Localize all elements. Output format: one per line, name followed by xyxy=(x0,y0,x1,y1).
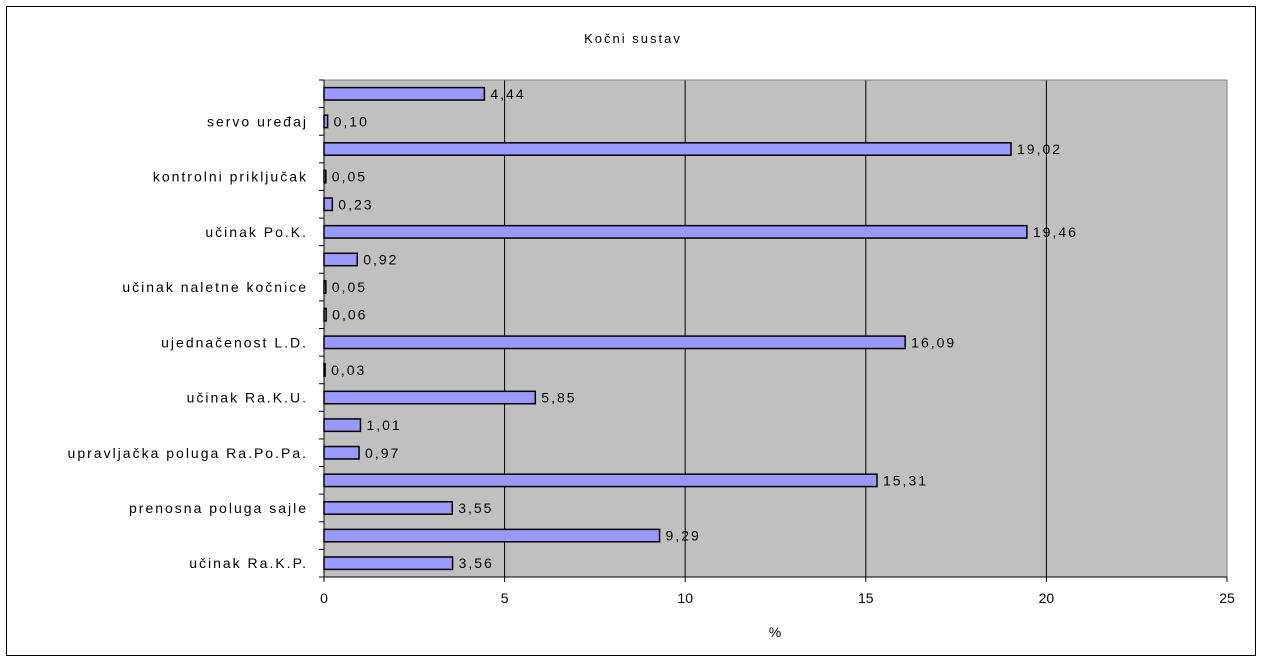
data-label: 15,31 xyxy=(883,472,928,488)
bar xyxy=(323,418,362,433)
category-label: učinak Ra.K.P. xyxy=(189,555,308,571)
bar xyxy=(323,390,537,405)
bar xyxy=(323,114,329,129)
category-label: učinak Po.K. xyxy=(205,224,308,240)
data-label: 0,06 xyxy=(332,307,367,323)
data-label: 19,02 xyxy=(1017,141,1062,157)
bar xyxy=(323,335,906,350)
data-label: 0,92 xyxy=(363,251,398,267)
bar xyxy=(323,556,454,571)
data-label: 4,44 xyxy=(490,86,525,102)
data-label: 3,55 xyxy=(458,500,493,516)
x-tick-label: 0 xyxy=(320,590,328,606)
x-tick-label: 20 xyxy=(1039,590,1055,606)
data-label: 0,97 xyxy=(365,445,400,461)
bar xyxy=(323,445,360,460)
x-tick-label: 10 xyxy=(677,590,693,606)
data-label: 0,03 xyxy=(331,362,366,378)
plot-area xyxy=(324,80,1227,577)
x-tick-label: 15 xyxy=(858,590,874,606)
chart-title: Kočni sustav xyxy=(584,31,682,46)
bar xyxy=(323,473,878,488)
x-tick-label: 5 xyxy=(501,590,509,606)
data-label: 3,56 xyxy=(459,555,494,571)
category-label: prenosna poluga sajle xyxy=(129,500,308,516)
bar xyxy=(323,197,334,212)
data-label: 5,85 xyxy=(541,390,576,406)
bars xyxy=(323,86,1028,571)
category-label: kontrolni priključak xyxy=(153,169,308,185)
bar xyxy=(323,501,453,515)
x-axis-title: % xyxy=(769,624,781,640)
x-tick-label: 25 xyxy=(1219,590,1235,606)
bar xyxy=(323,252,358,267)
category-label: učinak naletne kočnice xyxy=(122,279,308,295)
data-label: 0,23 xyxy=(338,196,373,212)
bar xyxy=(323,224,1028,239)
category-label: upravljačka poluga Ra.Po.Pa. xyxy=(68,445,308,461)
category-label: učinak Ra.K.U. xyxy=(187,390,308,406)
data-label: 0,10 xyxy=(334,113,369,129)
category-label: ujednačenost L.D. xyxy=(161,334,308,350)
data-label: 9,29 xyxy=(666,528,701,544)
data-label: 16,09 xyxy=(911,334,956,350)
bar xyxy=(323,528,661,543)
data-label: 19,46 xyxy=(1033,224,1078,240)
data-label: 1,01 xyxy=(366,417,401,433)
data-label: 0,05 xyxy=(332,279,367,295)
labels: 0 5 10 15 20 25 4,44 0,10 19,02 0,05 0,23 19,46 0,92… xyxy=(68,86,1235,606)
data-label: 0,05 xyxy=(332,169,367,185)
bar xyxy=(323,86,486,101)
category-label: servo uređaj xyxy=(207,113,308,129)
bar xyxy=(323,142,1012,156)
axes xyxy=(319,79,1228,582)
